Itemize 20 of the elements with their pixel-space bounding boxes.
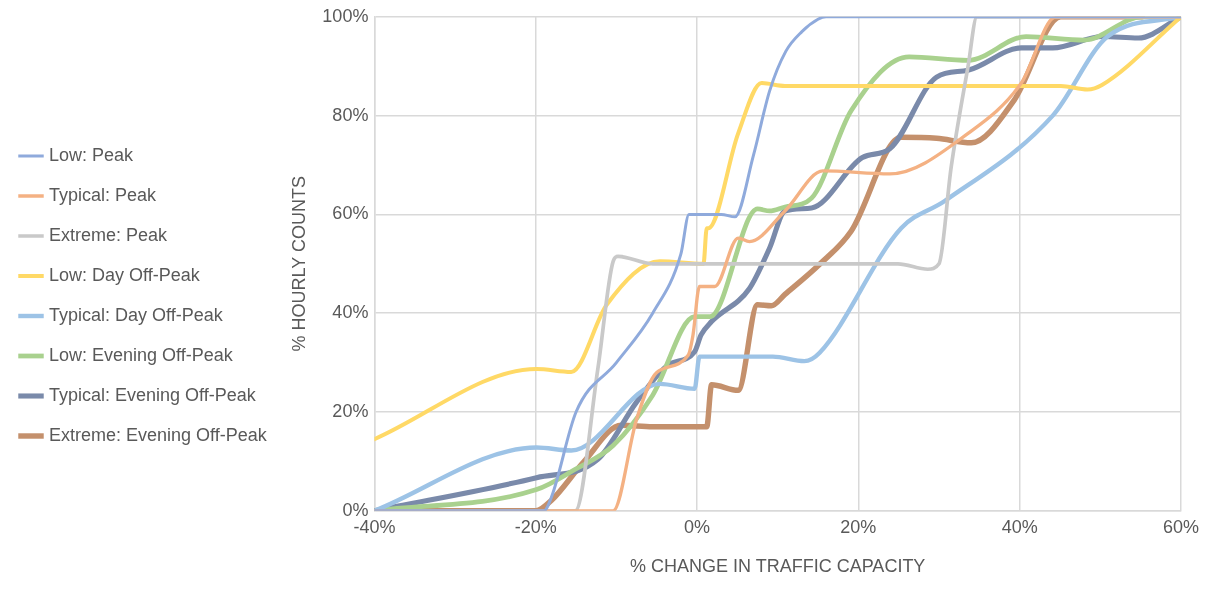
- y-tick-label: 40%: [332, 302, 369, 323]
- legend-label: Low: Peak: [49, 144, 135, 165]
- legend-label: Typical: Peak: [49, 184, 158, 205]
- x-tick-label: 20%: [840, 516, 877, 537]
- y-tick-label: 20%: [332, 400, 369, 421]
- x-tick-label: 0%: [684, 516, 711, 537]
- x-tick-label: 40%: [1001, 516, 1038, 537]
- legend-label: Low: Day Off-Peak: [49, 264, 201, 285]
- legend-label: Extreme: Peak: [49, 224, 169, 245]
- legend-label: Typical: Evening Off-Peak: [49, 384, 257, 405]
- legend-label: Extreme: Evening Off-Peak: [49, 424, 268, 445]
- y-axis-title: % HOURLY COUNTS: [288, 176, 309, 352]
- x-tick-label: 60%: [1162, 516, 1200, 537]
- y-tick-label: 60%: [332, 203, 369, 224]
- y-tick-label: 80%: [332, 104, 369, 125]
- legend-label: Low: Evening Off-Peak: [49, 344, 234, 365]
- x-tick-label: -20%: [514, 516, 557, 537]
- x-axis-title: % CHANGE IN TRAFFIC CAPACITY: [630, 556, 926, 577]
- y-tick-label: 100%: [322, 5, 369, 26]
- legend-label: Typical: Day Off-Peak: [49, 304, 224, 325]
